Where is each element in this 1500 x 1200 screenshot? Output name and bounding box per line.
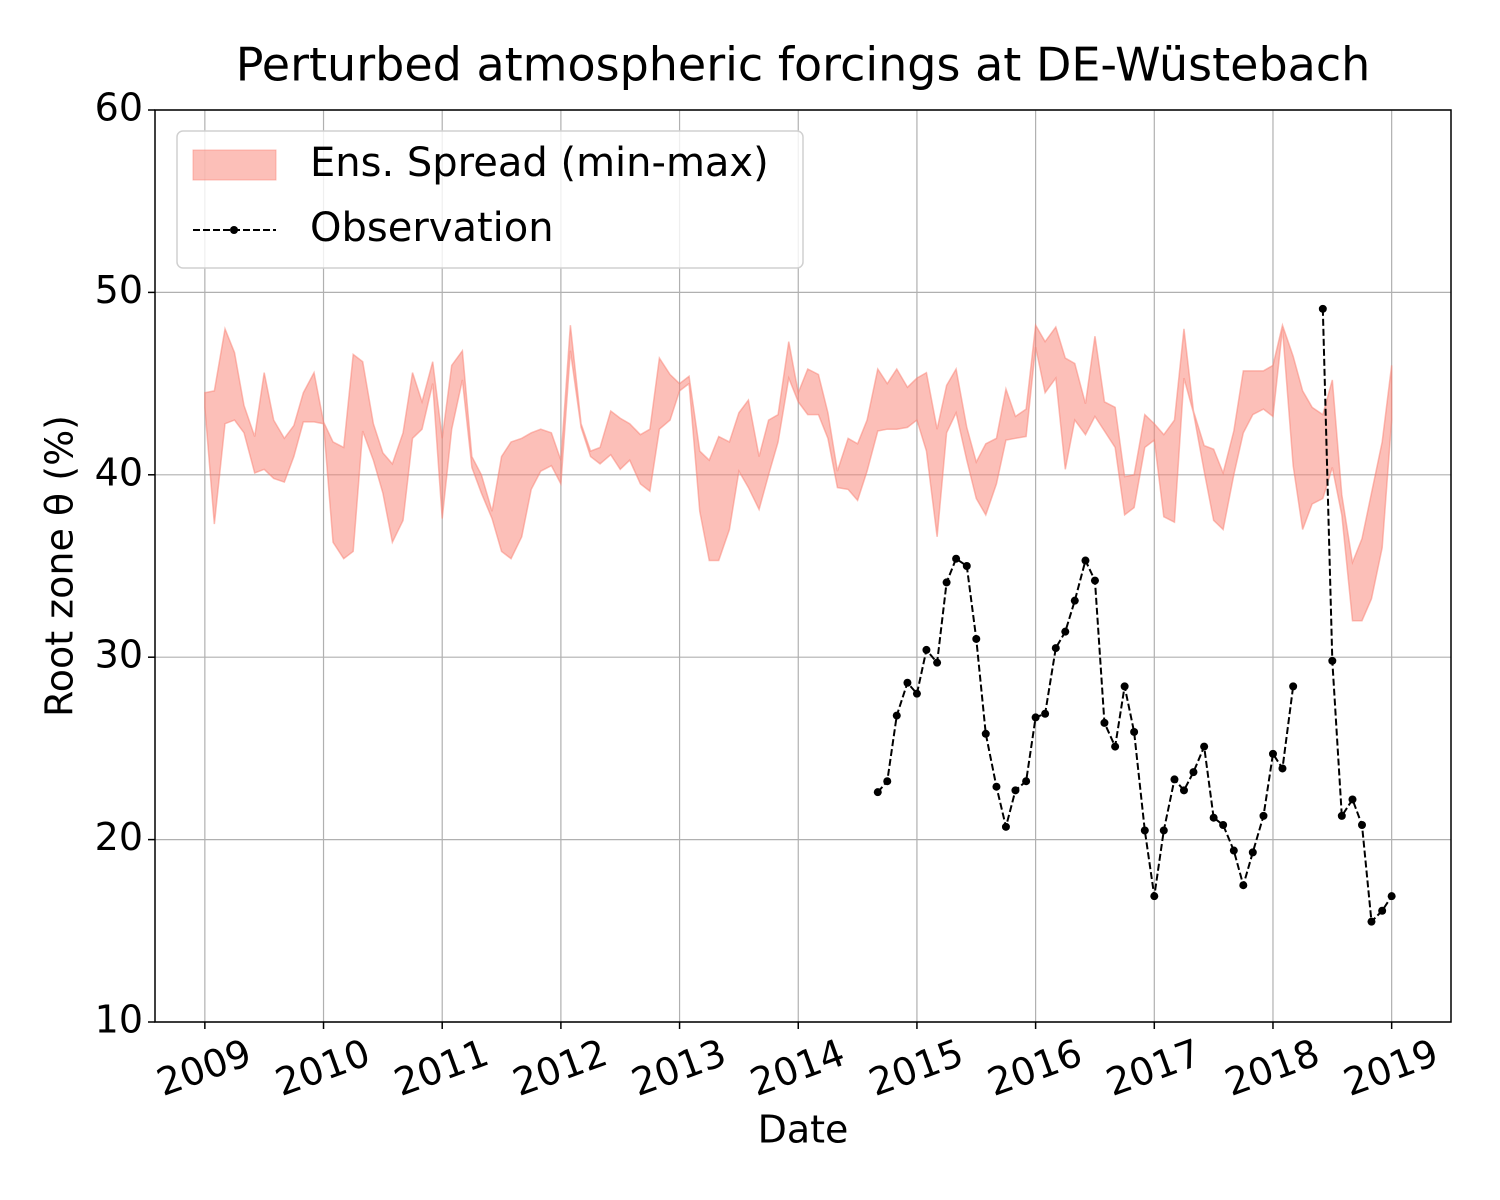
observation-point (1239, 881, 1248, 890)
observation-point (922, 645, 931, 654)
observation-point (972, 634, 981, 643)
observation-point (1120, 682, 1129, 691)
observation-point (1100, 718, 1109, 727)
observation-point (1011, 786, 1020, 795)
observation-point (933, 658, 942, 667)
observation-point (1111, 742, 1120, 751)
observation-point (1051, 644, 1060, 653)
observation-point (1248, 848, 1257, 857)
observation-point (1337, 811, 1346, 820)
observation-point (1041, 709, 1050, 718)
observation-point (1348, 795, 1357, 804)
observation-point (1387, 892, 1396, 901)
observation-point (1061, 627, 1070, 636)
observation-point (1090, 576, 1099, 585)
observation-point (1318, 304, 1327, 313)
observation-point (1219, 821, 1228, 830)
y-tick-label: 10 (95, 998, 143, 1042)
observation-point (1081, 556, 1090, 565)
observation-point (1357, 821, 1366, 830)
observation-point (1130, 727, 1139, 736)
observation-point (952, 554, 961, 563)
legend-box (176, 130, 804, 269)
y-tick-label: 50 (95, 268, 143, 312)
observation-point (1001, 822, 1010, 831)
legend-label: Observation (310, 205, 554, 251)
observation-point (1209, 813, 1218, 822)
observation-point (1189, 768, 1198, 777)
observation-point (873, 788, 882, 797)
observation-point (1328, 656, 1337, 665)
legend-label: Ens. Spread (min-max) (310, 140, 769, 186)
observation-point (903, 678, 912, 687)
observation-point (1031, 713, 1040, 722)
observation-point (1367, 917, 1376, 926)
legend-marker (230, 226, 238, 234)
observation-point (912, 689, 921, 698)
chart-title: Perturbed atmospheric forcings at DE-Wüs… (236, 38, 1371, 92)
observation-point (1200, 742, 1209, 751)
observation-point (1159, 826, 1168, 835)
observation-point (892, 711, 901, 720)
legend-swatch (192, 149, 277, 181)
observation-point (1229, 846, 1238, 855)
observation-point (942, 578, 951, 587)
observation-point (1070, 596, 1079, 605)
observation-point (1179, 786, 1188, 795)
y-tick-label: 60 (95, 86, 143, 130)
observation-point (1259, 811, 1268, 820)
observation-point (1378, 906, 1387, 915)
y-tick-label: 40 (95, 450, 143, 494)
plot-frame (154, 109, 1452, 1023)
spread-band (204, 322, 1393, 622)
observation-point (1140, 826, 1149, 835)
observation-point (883, 777, 892, 786)
observation-point (1150, 892, 1159, 901)
observation-point (1170, 775, 1179, 784)
y-tick-label: 20 (95, 815, 143, 859)
y-tick-label: 30 (95, 633, 143, 677)
observation-point (1289, 682, 1298, 691)
observation-point (981, 729, 990, 738)
observation-point (1268, 749, 1277, 758)
observation-point (1278, 764, 1287, 773)
y-axis-label: Root zone θ (%) (38, 415, 82, 717)
observation-point (962, 562, 971, 570)
observation-point (992, 782, 1001, 791)
observation-point (1022, 777, 1031, 786)
x-axis-label: Date (758, 1108, 849, 1152)
